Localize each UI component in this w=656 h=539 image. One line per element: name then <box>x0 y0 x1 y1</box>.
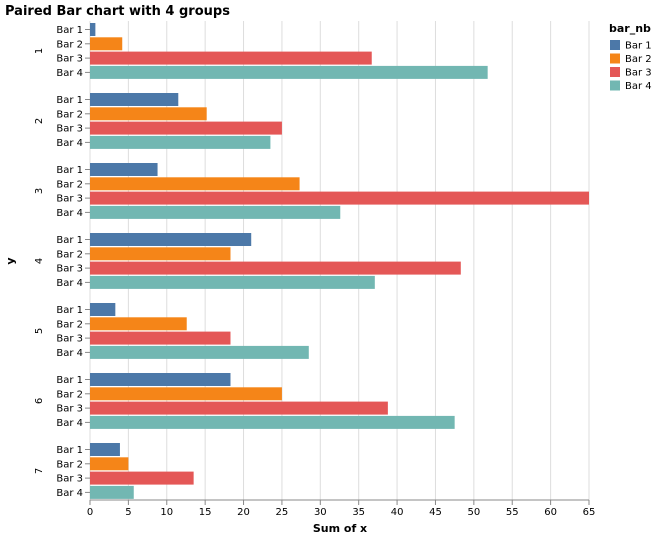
legend-swatch <box>610 40 620 50</box>
bar <box>90 93 179 106</box>
legend-label: Bar 2 <box>625 54 652 65</box>
bar-label: Bar 1 <box>56 305 83 316</box>
bar <box>90 415 455 429</box>
x-tick-label: 45 <box>429 507 442 518</box>
bar <box>90 317 187 331</box>
x-axis: 0 5 10 15 20 25 30 35 40 45 50 55 60 65 <box>87 499 596 518</box>
y-axis-title: y <box>4 257 17 264</box>
bar-label: Bar 2 <box>56 319 83 330</box>
bar <box>90 23 96 36</box>
group-label: 1 <box>34 48 45 54</box>
bar-label: Bar 1 <box>56 445 83 456</box>
bar <box>90 275 375 289</box>
x-tick-label: 50 <box>467 507 480 518</box>
bar-label: Bar 2 <box>56 249 83 260</box>
bar <box>90 177 300 191</box>
bar <box>90 457 129 471</box>
bar-label: Bar 1 <box>56 165 83 176</box>
bar <box>90 121 282 135</box>
x-tick-label: 60 <box>544 507 557 518</box>
bar <box>90 107 207 121</box>
bar-label: Bar 1 <box>56 25 83 36</box>
x-tick-label: 5 <box>125 507 131 518</box>
bar <box>90 247 231 261</box>
x-tick-label: 10 <box>160 507 173 518</box>
bar <box>90 163 158 176</box>
bar <box>90 233 252 246</box>
bar-label: Bar 1 <box>56 95 83 106</box>
bar-label: Bar 4 <box>56 348 83 359</box>
bar-label: Bar 3 <box>56 264 83 275</box>
bar <box>90 345 309 359</box>
bar-label: Bar 2 <box>56 39 83 50</box>
bar <box>90 37 123 51</box>
x-tick-label: 20 <box>237 507 250 518</box>
bar-label: Bar 3 <box>56 194 83 205</box>
bar-label: Bar 4 <box>56 488 83 499</box>
x-tick-label: 65 <box>583 507 596 518</box>
bar-label: Bar 4 <box>56 418 83 429</box>
group-label: 5 <box>34 328 45 334</box>
bar <box>90 135 271 149</box>
bar <box>90 261 461 275</box>
gridlines <box>89 21 590 500</box>
bar <box>90 51 372 65</box>
bar-label: Bar 1 <box>56 235 83 246</box>
legend-title: bar_nb <box>609 22 651 35</box>
chart-title: Paired Bar chart with 4 groups <box>5 4 230 19</box>
group-label: 2 <box>34 118 45 124</box>
x-axis-title: Sum of x <box>313 522 367 535</box>
x-tick-label: 35 <box>352 507 365 518</box>
bar <box>90 373 231 386</box>
bar <box>90 387 282 401</box>
group-label: 7 <box>34 468 45 474</box>
bar-label: Bar 3 <box>56 474 83 485</box>
legend-swatch <box>610 67 620 77</box>
bar <box>90 471 194 485</box>
bar <box>90 205 341 219</box>
x-tick-label: 40 <box>391 507 404 518</box>
x-tick-label: 55 <box>506 507 519 518</box>
legend-label: Bar 3 <box>625 68 652 79</box>
legend-swatch <box>610 80 620 91</box>
legend: bar_nb Bar 1 Bar 2 Bar 3 Bar 4 <box>609 22 652 92</box>
group-label: 3 <box>34 188 45 194</box>
legend-label: Bar 4 <box>625 81 652 92</box>
y-axis-labels: Bar 1 Bar 2 Bar 3 Bar 4 1 Bar 1 Bar 2 Bar 3 Bar … <box>34 25 90 499</box>
bar-label: Bar 2 <box>56 179 83 190</box>
bar-label: Bar 3 <box>56 54 83 65</box>
bar-label: Bar 4 <box>56 138 83 149</box>
bar-label: Bar 3 <box>56 334 83 345</box>
bar-label: Bar 4 <box>56 208 83 219</box>
legend-label: Bar 1 <box>625 41 652 52</box>
legend-swatch <box>610 53 620 64</box>
bar <box>90 303 116 316</box>
group-label: 6 <box>34 398 45 404</box>
bar <box>90 485 134 499</box>
bar-label: Bar 4 <box>56 278 83 289</box>
group-label: 4 <box>34 258 45 264</box>
bar-label: Bar 2 <box>56 109 83 120</box>
bar <box>90 443 120 456</box>
bar-label: Bar 2 <box>56 459 83 470</box>
bars <box>90 23 589 499</box>
bar <box>90 331 231 345</box>
bar-label: Bar 4 <box>56 68 83 79</box>
bar <box>90 191 589 205</box>
bar-label: Bar 3 <box>56 404 83 415</box>
x-tick-label: 30 <box>314 507 327 518</box>
bar-label: Bar 2 <box>56 389 83 400</box>
bar-label: Bar 1 <box>56 375 83 386</box>
x-tick-label: 15 <box>199 507 212 518</box>
bar <box>90 401 388 415</box>
x-tick-label: 0 <box>87 507 93 518</box>
bar <box>90 65 488 79</box>
x-tick-label: 25 <box>276 507 289 518</box>
bar-label: Bar 3 <box>56 124 83 135</box>
